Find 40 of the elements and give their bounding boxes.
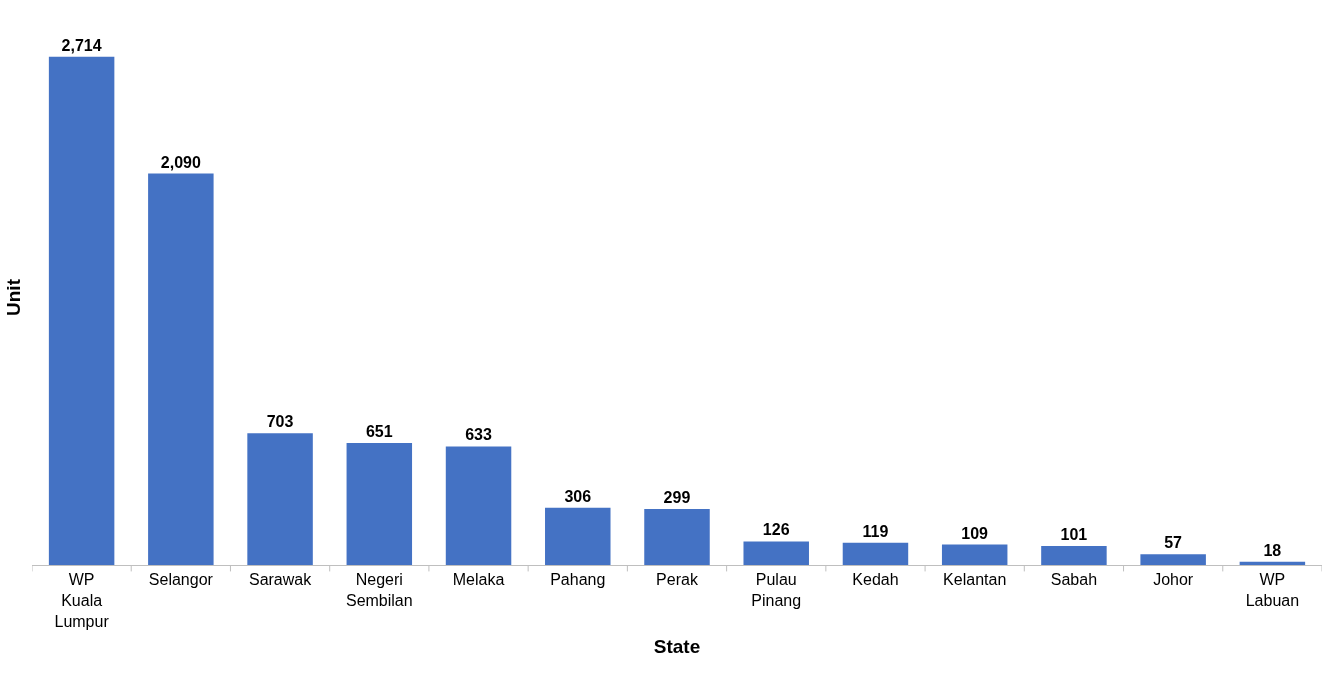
- data-label: 651: [365, 423, 393, 441]
- data-label: 306: [564, 487, 592, 505]
- x-tick-label: Negeri Sembilan: [345, 571, 413, 609]
- bar: [545, 507, 611, 565]
- x-tick-label: Perak: [656, 571, 699, 589]
- data-label: 119: [862, 522, 889, 540]
- x-tick-label: Pulau Pinang: [751, 571, 802, 609]
- data-label: 18: [1263, 541, 1282, 559]
- x-tick-label: Kelantan: [943, 571, 1007, 589]
- x-tick-label: Johor: [1153, 571, 1194, 589]
- data-label: 126: [762, 521, 790, 539]
- x-axis-title: State: [653, 635, 701, 657]
- bar: [1041, 546, 1107, 565]
- bar: [941, 544, 1008, 565]
- bar: [743, 541, 809, 565]
- x-tick-label: Kedah: [852, 571, 899, 589]
- x-tick-label: Pahang: [550, 571, 606, 589]
- x-tick-label: WP Labuan: [1245, 571, 1300, 609]
- x-tick-label: Sabah: [1050, 571, 1098, 589]
- y-axis-title: Unit: [2, 278, 24, 316]
- x-tick-label: WP Kuala Lumpur: [54, 571, 110, 630]
- bar: [842, 542, 909, 565]
- x-tick-label: Selangor: [148, 571, 214, 589]
- data-label: 57: [1164, 534, 1183, 552]
- x-tick-label: Melaka: [452, 571, 505, 589]
- data-label: 2,090: [160, 153, 201, 171]
- data-label: 703: [266, 413, 294, 431]
- data-label: 101: [1060, 526, 1088, 544]
- x-tick-label: Sarawak: [248, 571, 313, 589]
- data-label: 633: [465, 426, 492, 444]
- bar: [346, 443, 413, 565]
- data-label: 299: [663, 489, 691, 507]
- bar: [1140, 554, 1206, 565]
- data-label: 2,714: [61, 36, 102, 54]
- bar: [247, 433, 313, 565]
- bar: [148, 173, 214, 565]
- bar: [445, 446, 512, 565]
- bar: [48, 56, 115, 565]
- data-label: 109: [961, 524, 989, 542]
- bar: [644, 509, 710, 565]
